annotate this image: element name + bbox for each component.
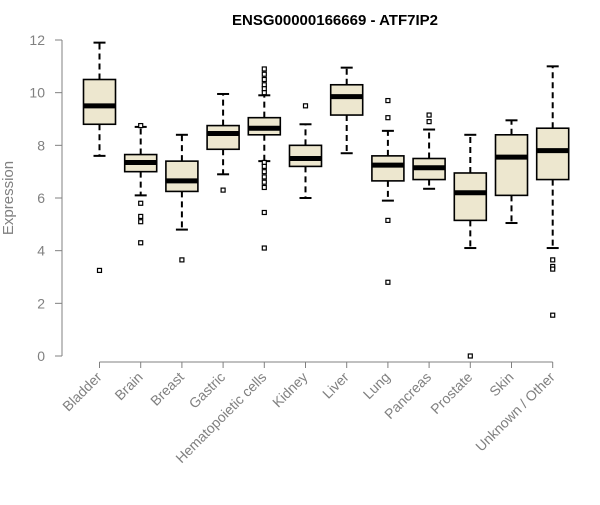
y-axis: 0 2 4 6 8 10 12	[29, 32, 63, 364]
outlier-point	[138, 213, 144, 220]
box-group	[247, 66, 282, 251]
y-tick-label: 2	[37, 295, 45, 311]
x-tick-label: Skin	[486, 369, 517, 400]
y-tick-label: 10	[29, 85, 45, 101]
outlier-point	[138, 219, 144, 225]
outlier-point	[385, 115, 391, 121]
interquartile-box	[535, 127, 570, 181]
outlier-point	[261, 245, 267, 251]
y-tick-label: 6	[37, 190, 45, 206]
outlier-point	[138, 240, 144, 246]
interquartile-box	[371, 155, 405, 182]
box-group	[535, 65, 570, 318]
outlier-point	[261, 76, 267, 83]
interquartile-box	[165, 160, 199, 193]
box-group	[412, 112, 446, 190]
box-group	[329, 66, 364, 155]
interquartile-box	[329, 83, 364, 116]
x-tick-label: Bladder	[59, 369, 105, 415]
box-group	[371, 97, 405, 285]
outlier-point	[138, 122, 144, 129]
outlier-point	[385, 279, 391, 285]
x-tick-label: Brain	[111, 369, 145, 403]
box-group	[123, 122, 158, 246]
x-tick-label: Prostate	[427, 369, 475, 417]
y-axis-label: Expression	[0, 161, 17, 235]
box-group	[82, 41, 117, 274]
outlier-point	[261, 90, 267, 96]
x-tick-label: Kidney	[269, 369, 311, 411]
box-series	[82, 41, 570, 359]
outlier-point	[426, 119, 432, 125]
outlier-point	[550, 266, 556, 272]
y-tick-label: 12	[29, 32, 45, 48]
x-tick-label: Liver	[319, 369, 352, 402]
outlier-point	[426, 112, 432, 118]
box-group	[453, 133, 488, 359]
box-group	[494, 119, 529, 225]
outlier-point	[96, 267, 103, 274]
outlier-point	[261, 174, 267, 180]
outlier-point	[385, 97, 391, 104]
outlier-point	[550, 257, 556, 263]
outlier-point	[467, 353, 473, 359]
x-tick-label: Lung	[360, 369, 393, 402]
box-group	[165, 133, 199, 263]
interquartile-box	[82, 78, 117, 126]
y-tick-label: 4	[37, 243, 45, 259]
outlier-point	[261, 169, 267, 175]
interquartile-box	[288, 144, 323, 168]
outlier-point	[261, 209, 267, 216]
x-tick-label: Breast	[147, 369, 187, 409]
outlier-point	[261, 66, 267, 72]
box-group	[206, 92, 240, 193]
y-tick-label: 0	[37, 348, 45, 364]
box-group	[288, 103, 323, 199]
outlier-point	[261, 184, 267, 191]
outlier-point	[138, 200, 144, 206]
interquartile-box	[206, 124, 240, 151]
outlier-point	[220, 187, 226, 193]
outlier-point	[550, 312, 556, 318]
interquartile-box	[494, 134, 529, 197]
chart-title: ENSG00000166669 - ATF7IP2	[232, 12, 438, 29]
y-tick-label: 8	[37, 137, 45, 153]
outlier-point	[385, 217, 391, 223]
outlier-point	[261, 71, 267, 77]
outlier-point	[302, 103, 309, 109]
outlier-point	[261, 179, 267, 185]
outlier-point	[261, 163, 267, 169]
outlier-point	[179, 257, 185, 263]
interquartile-box	[453, 172, 488, 222]
